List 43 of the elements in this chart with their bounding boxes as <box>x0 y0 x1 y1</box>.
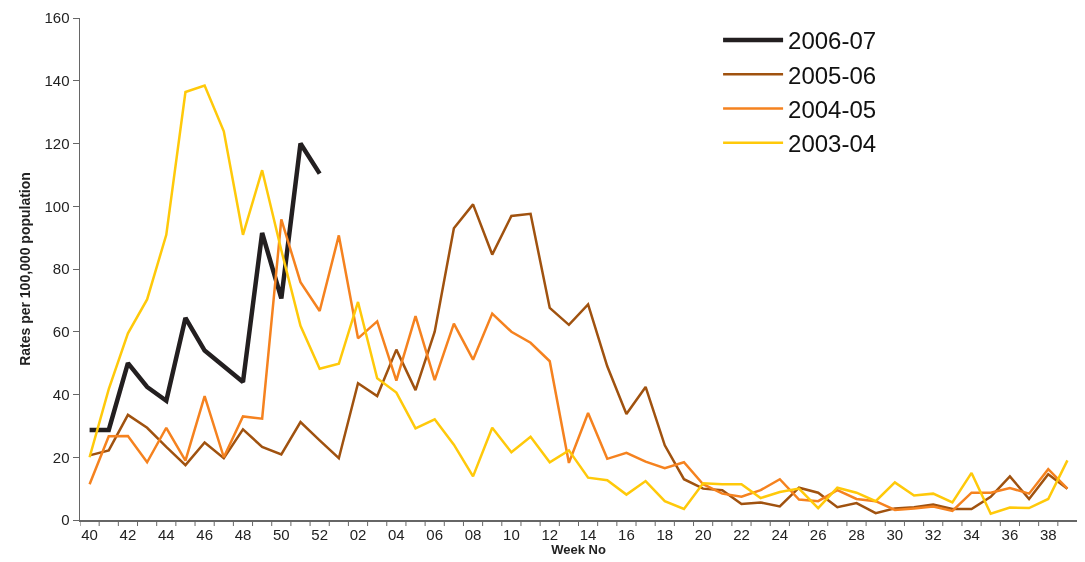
x-tick-label: 28 <box>848 525 865 543</box>
x-tick-label: 30 <box>886 525 904 543</box>
x-tick-label: 38 <box>1039 525 1057 543</box>
x-tick-label: 24 <box>771 525 789 543</box>
x-tick-label: 02 <box>349 525 367 543</box>
y-tick-label: 0 <box>61 511 70 529</box>
y-tick-label: 80 <box>52 260 70 278</box>
x-tick-label: 18 <box>656 525 674 543</box>
y-tick-label: 60 <box>52 323 70 340</box>
x-tick-label: 32 <box>924 525 942 543</box>
x-tick-label: 50 <box>272 525 290 543</box>
x-tick-label: 22 <box>733 525 750 543</box>
y-tick-label: 40 <box>52 385 70 403</box>
legend-label: 2004-05 <box>788 95 877 123</box>
y-tick-label: 140 <box>44 72 70 89</box>
x-tick-label: 34 <box>963 525 980 543</box>
x-tick-label: 48 <box>234 525 252 543</box>
x-tick-label: 04 <box>388 525 405 543</box>
x-tick-label: 10 <box>503 525 520 543</box>
y-tick-label: 120 <box>44 134 70 152</box>
legend-label: 2005-06 <box>788 61 877 89</box>
y-tick-label: 20 <box>52 448 70 466</box>
line-series <box>87 141 322 433</box>
legend-label: 2003-04 <box>788 130 877 158</box>
x-tick-label: 44 <box>157 525 175 543</box>
x-tick-label: 08 <box>464 525 482 543</box>
legend-label: 2006-07 <box>788 27 877 55</box>
x-tick-label: 40 <box>81 525 98 543</box>
x-tick-label: 46 <box>196 525 213 543</box>
x-tick-label: 36 <box>1001 525 1019 543</box>
line-series <box>88 84 1069 515</box>
x-axis-title: Week No <box>551 542 606 558</box>
x-tick-label: 52 <box>311 525 328 543</box>
y-tick-label: 160 <box>44 9 70 27</box>
x-tick-label: 16 <box>618 525 635 543</box>
x-tick-label: 20 <box>694 525 712 543</box>
x-tick-label: 06 <box>426 525 444 543</box>
x-tick-label: 26 <box>809 525 827 543</box>
y-tick-label: 100 <box>44 197 70 215</box>
x-tick-label: 42 <box>119 525 137 543</box>
x-tick-label: 14 <box>579 525 597 543</box>
x-tick-label: 12 <box>541 525 559 543</box>
y-axis-title: Rates per 100,000 population <box>17 172 34 366</box>
